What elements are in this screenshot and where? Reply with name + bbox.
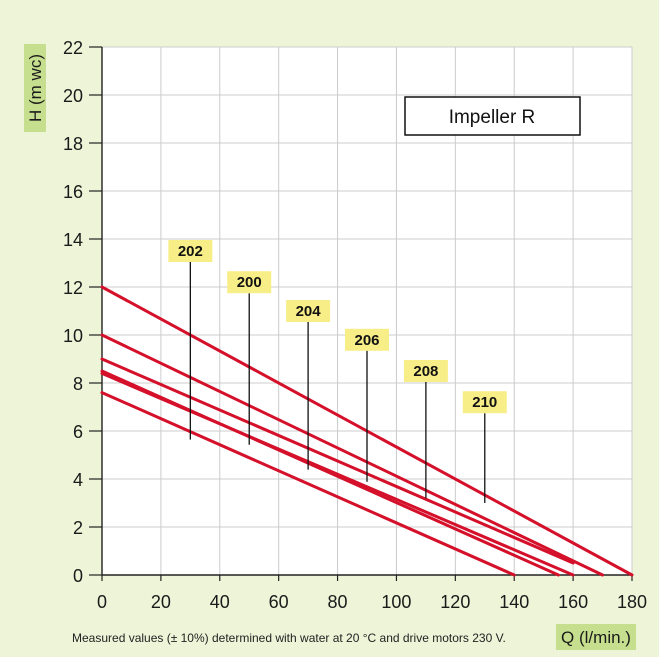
y-tick-label: 18 bbox=[63, 134, 83, 154]
pump-label-bg-206 bbox=[345, 328, 389, 351]
pump-labels: 202 200 204 206 208 210 bbox=[168, 240, 507, 503]
y-tick-label: 14 bbox=[63, 230, 83, 250]
x-tick-label: 20 bbox=[151, 592, 171, 612]
y-tick-label: 22 bbox=[63, 38, 83, 58]
x-tick-label: 60 bbox=[269, 592, 289, 612]
x-axis-title: Q (l/min.) bbox=[556, 624, 636, 650]
pump-label-210: 210 bbox=[472, 394, 497, 411]
pump-curve-206 bbox=[100, 357, 575, 565]
pump-label-bg-200 bbox=[227, 271, 272, 294]
y-tick-label: 10 bbox=[63, 326, 83, 346]
y-tick-label: 20 bbox=[63, 86, 83, 106]
pump-label-206: 206 bbox=[354, 332, 379, 349]
pump-curve-208 bbox=[100, 333, 605, 577]
pump-label-bg-208 bbox=[403, 360, 448, 382]
x-tick-label: 40 bbox=[210, 592, 230, 612]
pump-label-bg-202 bbox=[168, 240, 213, 262]
pump-label-208: 208 bbox=[413, 363, 438, 380]
legend-box: Impeller R bbox=[404, 96, 581, 136]
y-tick-label: 6 bbox=[73, 422, 83, 442]
x-tick-label: 120 bbox=[440, 592, 470, 612]
x-tick-label: 180 bbox=[617, 592, 647, 612]
pump-label-200: 200 bbox=[237, 274, 262, 291]
y-tick-label: 16 bbox=[63, 182, 83, 202]
y-axis-title: H (m wc) bbox=[24, 44, 46, 132]
pump-label-bg-204 bbox=[286, 300, 331, 322]
pump-label-202: 202 bbox=[178, 243, 203, 260]
x-tick-label: 160 bbox=[558, 592, 588, 612]
x-tick-label: 140 bbox=[499, 592, 529, 612]
pump-label-bg-210 bbox=[462, 391, 507, 414]
measurement-note: Measured values (± 10%) determined with … bbox=[72, 631, 506, 645]
pump-curve-204 bbox=[100, 371, 575, 577]
x-tick-label: 0 bbox=[97, 592, 107, 612]
pump-label-204: 204 bbox=[296, 303, 322, 320]
x-tick-label: 80 bbox=[328, 592, 348, 612]
pump-curve-202 bbox=[100, 391, 516, 577]
y-tick-label: 8 bbox=[73, 374, 83, 394]
x-tick-label: 100 bbox=[381, 592, 411, 612]
y-axis-title-text: H (m wc) bbox=[26, 54, 45, 122]
legend-text: Impeller R bbox=[449, 107, 536, 128]
y-tick-label: 0 bbox=[73, 566, 83, 586]
axes bbox=[89, 46, 633, 581]
y-tick-label: 12 bbox=[63, 278, 83, 298]
x-axis-title-text: Q (l/min.) bbox=[561, 628, 631, 647]
y-tick-label: 2 bbox=[73, 518, 83, 538]
tick-labels: 0 20 40 60 80 100 120 140 160 180 0 2 4 6 8 10 12 14 16 18 2… bbox=[63, 38, 647, 612]
y-tick-label: 4 bbox=[73, 470, 83, 490]
